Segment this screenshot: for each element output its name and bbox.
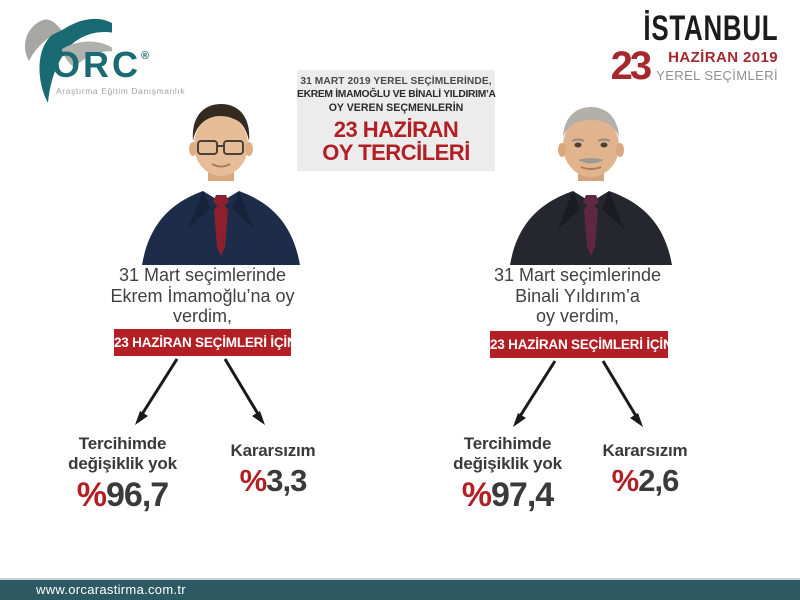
result-value: %96,7 (40, 477, 205, 513)
percent-value: 2,6 (638, 463, 679, 498)
statement-line: 31 Mart seçimlerinde (493, 265, 662, 285)
result-value: %3,3 (203, 464, 343, 497)
masthead: İSTANBUL 23 HAZİRAN 2019 YEREL SEÇİMLERİ (596, 9, 778, 88)
result-label: değişiklik yok (453, 454, 562, 473)
statement-imamoglu: 31 Mart seçimlerinde Ekrem İmamoğlu’na o… (95, 265, 310, 327)
statement-line: oy verdim, (535, 306, 620, 326)
result-imamoglu-no-change: Tercihimde değişiklik yok %96,7 (40, 434, 205, 513)
ekrem-imamoglu-photo (142, 104, 300, 265)
statement-line: Binali Yıldırım’a (515, 285, 640, 306)
title-line-5: OY TERCİLERİ (322, 140, 470, 165)
masthead-month: HAZİRAN 2019 (668, 49, 778, 66)
split-arrows-imamoglu (135, 358, 265, 425)
masthead-date-row: 23 HAZİRAN 2019 YEREL SEÇİMLERİ (596, 44, 778, 88)
masthead-subtitle: YEREL SEÇİMLERİ (656, 68, 778, 83)
orc-brand-label: ORC (52, 44, 141, 85)
percent-sign: % (611, 463, 640, 498)
percent-sign: % (239, 463, 268, 498)
result-label: Tercihimde (78, 434, 167, 453)
registered-mark: ® (141, 50, 150, 62)
footer-bar: www.orcarastirma.com.tr (0, 578, 800, 600)
orc-logo: ORC® Araştırma Eğitim Danışmanlık (12, 8, 185, 103)
result-label: Tercihimde (463, 434, 552, 453)
title-line-2: EKREM İMAMOĞLU VE BİNALİ YILDIRIM’A (297, 89, 496, 100)
orc-tagline: Araştırma Eğitim Danışmanlık (56, 86, 186, 96)
split-arrows-yildirim (513, 360, 643, 427)
title-line-4: 23 HAZİRAN (333, 117, 459, 142)
badge-yildirim: 23 HAZİRAN SEÇİMLERİ İÇİN (490, 331, 673, 358)
result-label: değişiklik yok (68, 454, 177, 473)
statement-line: verdim, (172, 306, 232, 326)
percent-sign: % (76, 476, 107, 514)
percent-value: 96,7 (106, 476, 169, 514)
masthead-day: 23 (610, 44, 652, 88)
masthead-date-col: HAZİRAN 2019 YEREL SEÇİMLERİ (656, 49, 778, 83)
orc-brand-text: ORC® (52, 44, 149, 86)
result-imamoglu-undecided: Kararsızım %3,3 (203, 441, 343, 497)
result-value: %2,6 (575, 464, 715, 497)
orc-swirl-icon (25, 18, 112, 103)
statement-line: 31 Mart seçimlerinde (118, 265, 287, 285)
badge-imamoglu: 23 HAZİRAN SEÇİMLERİ İÇİN (114, 329, 297, 356)
title-box: 31 MART 2019 YEREL SEÇİMLERİNDE, EKREM İ… (297, 70, 496, 171)
result-value: %97,4 (425, 477, 590, 513)
result-yildirim-undecided: Kararsızım %2,6 (575, 441, 715, 497)
result-yildirim-no-change: Tercihimde değişiklik yok %97,4 (425, 434, 590, 513)
statement-line: Ekrem İmamoğlu’na oy (110, 285, 295, 306)
title-line-3: OY VEREN SEÇMENLERİN (328, 102, 464, 114)
footer-url: www.orcarastirma.com.tr (36, 582, 186, 597)
masthead-city: İSTANBUL (643, 9, 778, 48)
title-line-1: 31 MART 2019 YEREL SEÇİMLERİNDE, (300, 76, 492, 87)
percent-value: 97,4 (491, 476, 554, 514)
statement-yildirim: 31 Mart seçimlerinde Binali Yıldırım’a o… (470, 265, 685, 327)
result-label: Kararsızım (602, 441, 688, 460)
result-label: Kararsızım (230, 441, 316, 460)
percent-sign: % (461, 476, 492, 514)
percent-value: 3,3 (266, 463, 307, 498)
binali-yildirim-photo (510, 107, 672, 265)
